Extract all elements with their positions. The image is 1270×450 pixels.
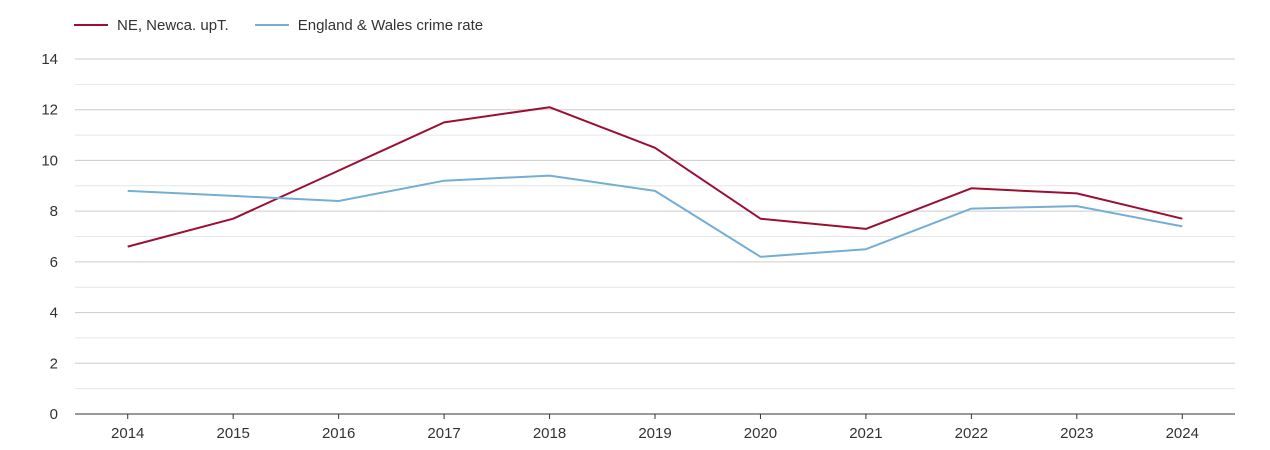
data-point-england-wales[interactable]: [968, 206, 974, 212]
legend-label-england-wales: England & Wales crime rate: [297, 16, 484, 34]
x-tick-label: 2020: [744, 425, 777, 442]
y-tick-label: 14: [41, 51, 58, 68]
y-tick-label: 0: [50, 406, 58, 423]
data-point-newcastle[interactable]: [441, 119, 447, 125]
data-point-newcastle[interactable]: [230, 216, 236, 222]
data-point-england-wales[interactable]: [1179, 223, 1185, 229]
x-tick-label: 2014: [111, 425, 144, 442]
chart-legend: NE, Newca. upT. England & Wales crime ra…: [74, 14, 509, 36]
data-point-england-wales[interactable]: [441, 178, 447, 184]
data-point-newcastle[interactable]: [968, 185, 974, 191]
x-tick-label: 2021: [849, 425, 882, 442]
data-point-newcastle[interactable]: [547, 104, 553, 110]
legend-label-newcastle: NE, Newca. upT.: [117, 16, 229, 34]
y-tick-label: 12: [41, 102, 58, 119]
data-point-england-wales[interactable]: [652, 188, 658, 194]
y-tick-label: 2: [50, 355, 58, 372]
legend-item-newcastle: NE, Newca. upT.: [74, 17, 229, 34]
data-point-newcastle[interactable]: [757, 216, 763, 222]
y-tick-label: 8: [50, 203, 58, 220]
data-point-england-wales[interactable]: [757, 254, 763, 260]
data-point-england-wales[interactable]: [547, 173, 553, 179]
y-tick-label: 6: [50, 254, 58, 271]
series-line-newcastle: [127, 106, 1183, 248]
legend-item-england-wales: England & Wales crime rate: [254, 16, 484, 34]
data-point-england-wales[interactable]: [125, 188, 131, 194]
data-point-england-wales[interactable]: [1074, 203, 1080, 209]
data-point-newcastle[interactable]: [1179, 216, 1185, 222]
x-tick-label: 2022: [955, 425, 988, 442]
y-tick-label: 10: [41, 152, 58, 169]
data-point-newcastle[interactable]: [652, 145, 658, 151]
x-tick-label: 2019: [638, 425, 671, 442]
x-tick-label: 2018: [533, 425, 566, 442]
data-point-newcastle[interactable]: [863, 226, 869, 232]
data-point-newcastle[interactable]: [336, 168, 342, 174]
x-tick-label: 2016: [322, 425, 355, 442]
legend-swatch-england-wales: [254, 24, 289, 26]
y-tick-label: 4: [50, 305, 58, 322]
x-tick-label: 2015: [216, 425, 249, 442]
data-point-newcastle[interactable]: [125, 244, 131, 250]
x-tick-label: 2024: [1166, 425, 1199, 442]
data-point-newcastle[interactable]: [1074, 190, 1080, 196]
data-point-england-wales[interactable]: [230, 193, 236, 199]
data-point-england-wales[interactable]: [863, 246, 869, 252]
x-tick-label: 2017: [427, 425, 460, 442]
series-line-england-wales: [127, 174, 1183, 258]
legend-swatch-newcastle: [74, 24, 108, 26]
data-point-england-wales[interactable]: [336, 198, 342, 204]
x-tick-label: 2023: [1060, 425, 1093, 442]
